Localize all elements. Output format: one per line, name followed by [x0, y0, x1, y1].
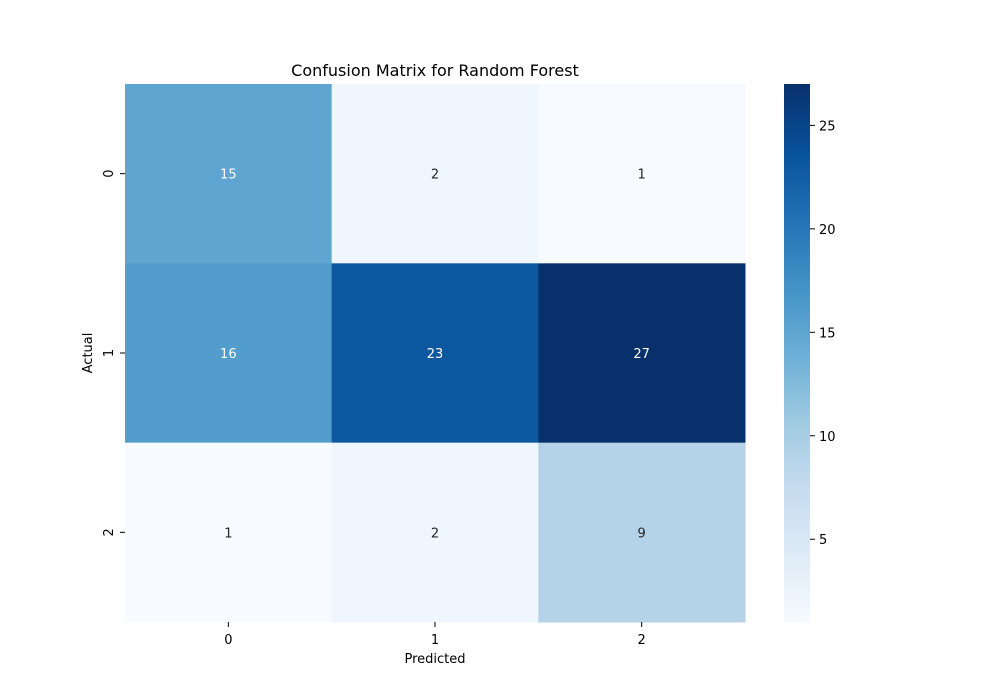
heatmap-cell-2-2 — [538, 442, 746, 623]
colorbar-tick-label-3: 20 — [819, 223, 836, 238]
colorbar-ticks: 5 10 15 20 25 — [810, 119, 836, 548]
heatmap-cell-1-1 — [331, 263, 539, 444]
y-tick-label-2: 2 — [102, 528, 117, 536]
x-tick-label-1: 1 — [431, 633, 439, 648]
cell-value-2-1: 2 — [431, 526, 439, 541]
colorbar-tick-label-4: 25 — [819, 119, 836, 134]
heatmap-cell-0-2 — [538, 84, 746, 264]
colorbar-tick-label-1: 10 — [819, 430, 836, 445]
heatmap-cell-1-0 — [125, 263, 333, 444]
heatmap-cell-labels: 15 2 1 16 23 27 1 2 9 — [220, 168, 650, 542]
cell-value-1-2: 27 — [633, 347, 650, 362]
y-tick-label-0: 0 — [102, 170, 117, 178]
heatmap-cell-2-0 — [125, 442, 333, 623]
cell-value-2-2: 9 — [638, 526, 646, 541]
x-axis-label: Predicted — [404, 652, 465, 667]
heatmap-cell-2-1 — [331, 442, 539, 623]
heatmap-cell-0-1 — [331, 84, 539, 264]
y-axis-label: Actual — [81, 333, 96, 374]
cell-value-1-0: 16 — [220, 347, 237, 362]
x-tick-label-2: 2 — [638, 633, 646, 648]
colorbar-tick-label-2: 15 — [819, 326, 836, 341]
cell-value-0-0: 15 — [220, 168, 237, 183]
cell-value-2-0: 1 — [224, 526, 232, 541]
heatmap-cell-1-2 — [538, 263, 746, 444]
x-tick-label-0: 0 — [224, 633, 232, 648]
colorbar-tick-label-0: 5 — [819, 533, 827, 548]
heatmap-cells — [125, 84, 746, 623]
heatmap-cell-0-0 — [125, 84, 333, 264]
cell-value-1-1: 23 — [427, 347, 444, 362]
cell-value-0-1: 2 — [431, 168, 439, 183]
cell-value-0-2: 1 — [638, 168, 646, 183]
chart-title: Confusion Matrix for Random Forest — [291, 61, 579, 80]
y-tick-label-1: 1 — [102, 349, 117, 357]
colorbar — [784, 84, 810, 622]
y-axis-ticks: 0 1 2 — [102, 170, 125, 536]
x-axis-ticks: 0 1 2 — [224, 622, 646, 648]
